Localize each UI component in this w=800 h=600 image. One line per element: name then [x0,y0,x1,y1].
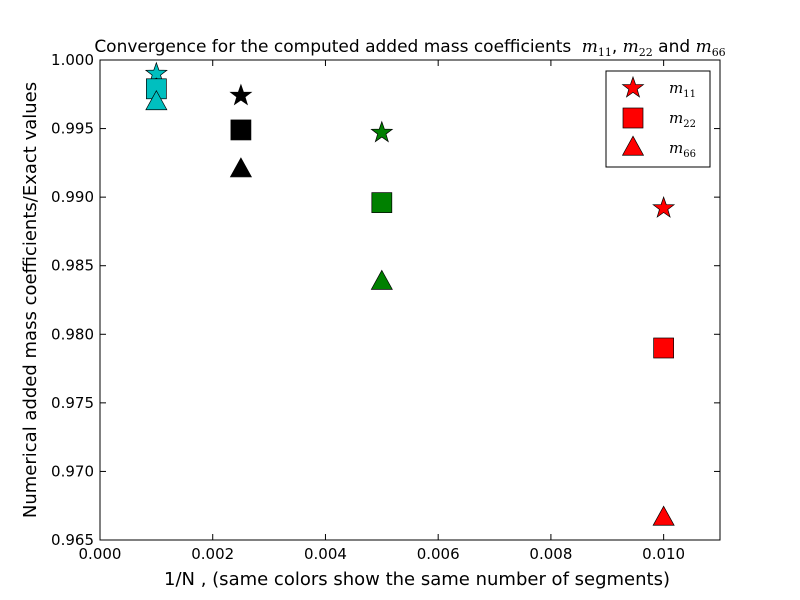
plot-frame [99,59,721,541]
m66-point [229,157,253,178]
title-term-2: m [623,37,639,57]
x-axis-label: 1/N , (same colors show the same number … [164,569,670,590]
data-markers [144,61,676,526]
m11-point [229,83,253,106]
m66-point [370,269,393,290]
legend: m11 m22 m66 [605,70,711,168]
y-tick-label: 0.970 [51,462,94,480]
title-separator-2: and [653,37,696,57]
m22-point [230,119,252,141]
m66-point [652,505,675,526]
chart-title-main: Convergence for the computed added mass … [94,37,571,57]
y-tick-label: 0.990 [51,188,94,206]
y-tick-label: 0.985 [51,257,94,275]
m22-point [653,337,674,359]
title-separator-1: , [612,37,623,57]
title-term-3-sub: 66 [712,46,726,59]
x-tick-label: 0.000 [79,545,122,563]
m11-point [144,61,168,84]
x-axis-ticks: 0.000 0.002 0.004 0.006 0.008 0.010 [79,60,685,563]
y-tick-label: 0.965 [51,531,94,549]
m66-point [145,90,168,111]
title-term-1-sub: 11 [598,46,612,59]
legend-label-m22: m22 [669,109,696,130]
legend-marker-m22 [622,107,644,129]
legend-label-m66: m66 [669,139,696,160]
legend-marker-m11 [621,75,645,98]
x-tick-label: 0.004 [304,545,347,563]
y-axis-ticks: 0.965 0.970 0.975 0.980 0.985 0.990 0.995 1.000 [51,51,720,549]
x-tick-label: 0.002 [191,545,234,563]
legend-label-m11: m11 [669,79,696,100]
y-tick-label: 0.980 [51,325,94,343]
x-tick-label: 0.006 [417,545,460,563]
title-term-2-sub: 22 [639,46,653,59]
m22-point [371,192,393,213]
y-axis-label: Numerical added mass coefficients/Exact … [20,82,41,518]
x-tick-label: 0.008 [529,545,572,563]
title-term-3: m [696,37,712,57]
y-tick-label: 1.000 [51,51,94,69]
x-tick-label: 0.010 [642,545,685,563]
y-tick-label: 0.975 [51,394,94,412]
m11-point [370,120,394,143]
legend-marker-m66 [621,135,645,156]
y-tick-label: 0.995 [51,120,94,138]
title-term-1: m [582,37,598,57]
chart-title: Convergence for the computed added mass … [94,37,725,59]
m11-point [652,196,676,218]
